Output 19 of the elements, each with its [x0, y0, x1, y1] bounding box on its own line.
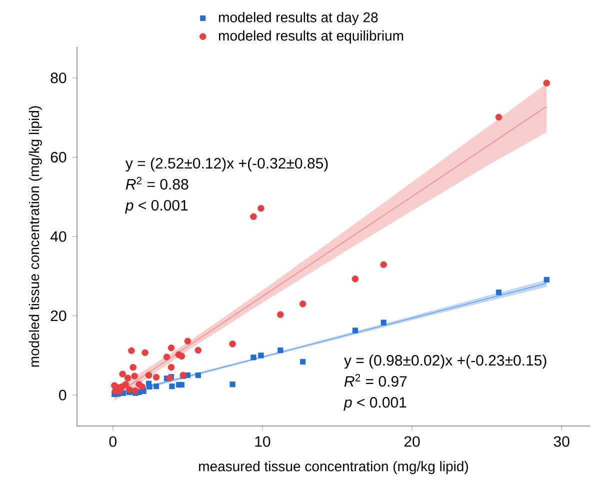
annotation: R$^{2}$ = 0.88	[126, 176, 188, 190]
annotation: R$^{2}$ = 0.97	[344, 374, 407, 387]
annotation: p < 0.001	[344, 397, 406, 411]
y-tick-label: 0	[59, 390, 66, 400]
y-tick-label: 20	[50, 310, 66, 322]
x-tick-label: 30	[554, 436, 570, 447]
legend-label: modeled results at day 28	[219, 12, 378, 26]
y-tick-label: 60	[50, 152, 66, 162]
legend-label: modeled results at equilibrium	[219, 30, 404, 44]
annotation: y = (0.98±0.02)x +(-0.23±0.15)	[344, 354, 546, 369]
annotation: p < 0.001	[125, 200, 188, 214]
x-tick-label: 20	[404, 436, 420, 447]
y-axis-title: modeled tissue concentration (mg/kg lipid)	[28, 106, 42, 367]
x-tick-label: 10	[255, 436, 270, 447]
y-tick-label: 40	[50, 231, 66, 242]
y-tick-label: 80	[50, 72, 66, 84]
x-tick-label: 0	[109, 436, 116, 447]
x-axis-title: measured tissue concentration (mg/kg lipid)	[199, 460, 468, 474]
annotation: y = (2.52±0.12)x +(-0.32±0.85)	[125, 158, 328, 172]
